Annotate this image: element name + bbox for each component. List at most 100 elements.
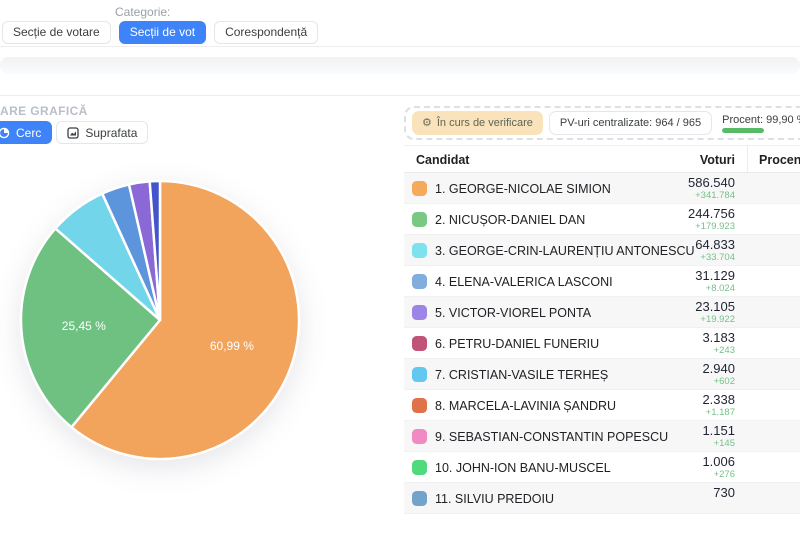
pie-chart: 60,99 % 25,45 % xyxy=(0,160,320,480)
table-row[interactable]: 9. SEBASTIAN-CONSTANTIN POPESCU 1.151 +145 xyxy=(404,421,800,452)
divider xyxy=(0,95,800,96)
column-header-candidat: Candidat xyxy=(416,153,470,167)
table-row[interactable]: 5. VICTOR-VIOREL PONTA 23.105 +19.922 xyxy=(404,297,800,328)
votes-value: 1.151 xyxy=(702,423,735,438)
votes-delta: +1.187 xyxy=(705,406,735,418)
candidate-name: 3. GEORGE-CRIN-LAURENȚIU ANTONESCU xyxy=(435,244,695,258)
candidate-color-swatch xyxy=(412,367,427,382)
table-row[interactable]: 7. CRISTIAN-VASILE TERHEȘ 2.940 +602 xyxy=(404,359,800,390)
pie-slice-1[interactable] xyxy=(19,227,162,429)
table-row[interactable]: 1. GEORGE-NICOLAE SIMION 586.540 +341.784 xyxy=(404,173,800,204)
votes-delta: +243 xyxy=(713,344,735,356)
candidate-name: 8. MARCELA-LAVINIA ȘANDRU xyxy=(435,399,617,413)
chart-type-toggle: Cerc Suprafata xyxy=(0,121,149,144)
results-table: Candidat Voturi Procent 1. GEORGE-NICOLA… xyxy=(404,145,800,514)
table-row[interactable]: 4. ELENA-VALERICA LASCONI 31.129 +8.024 xyxy=(404,266,800,297)
votes-cell: 3.183 +243 xyxy=(635,330,735,357)
votes-value: 2.940 xyxy=(702,361,735,376)
pie-slice-label: 60,99 % xyxy=(210,339,254,353)
votes-value: 2.338 xyxy=(702,392,735,407)
section-title: ARE GRAFICĂ xyxy=(0,104,88,118)
filter-button-0[interactable]: Secție de votare xyxy=(2,21,111,44)
filter-button-2[interactable]: Corespondență xyxy=(214,21,319,44)
toggle-suprafata[interactable]: Suprafata xyxy=(56,121,149,144)
verification-status-label: În curs de verificare xyxy=(436,117,533,129)
votes-delta: +8.024 xyxy=(705,282,735,294)
pie-slice-0[interactable] xyxy=(70,179,301,461)
votes-delta: +33.704 xyxy=(700,251,735,263)
votes-cell: 730 xyxy=(635,485,735,501)
filter-button-1[interactable]: Secții de vot xyxy=(118,21,207,44)
progress-bar xyxy=(722,127,765,133)
candidate-name: 1. GEORGE-NICOLAE SIMION xyxy=(435,182,611,196)
table-row[interactable]: 6. PETRU-DANIEL FUNERIU 3.183 +243 xyxy=(404,328,800,359)
votes-value: 31.129 xyxy=(695,268,735,283)
votes-delta: +145 xyxy=(713,437,735,449)
votes-cell: 64.833 +33.704 xyxy=(635,237,735,264)
votes-value: 3.183 xyxy=(702,330,735,345)
votes-cell: 2.940 +602 xyxy=(635,361,735,388)
table-row[interactable]: 11. SILVIU PREDOIU 730 xyxy=(404,483,800,514)
votes-cell: 1.151 +145 xyxy=(635,423,735,450)
status-box: ⚙ În curs de verificare PV-uri centraliz… xyxy=(404,106,800,140)
votes-value: 586.540 xyxy=(688,175,735,190)
procent-badge: Procent: 99,90 % xyxy=(718,114,800,133)
votes-cell: 1.006 +276 xyxy=(635,454,735,481)
table-row[interactable]: 2. NICUȘOR-DANIEL DAN 244.756 +179.923 xyxy=(404,204,800,235)
candidate-name: 2. NICUȘOR-DANIEL DAN xyxy=(435,213,586,227)
candidate-name: 6. PETRU-DANIEL FUNERIU xyxy=(435,337,600,351)
candidate-name: 9. SEBASTIAN-CONSTANTIN POPESCU xyxy=(435,430,669,444)
votes-cell: 23.105 +19.922 xyxy=(635,299,735,326)
category-buttons: Secție de votare Secții de vot Coresponden… xyxy=(2,21,319,44)
table-body: 1. GEORGE-NICOLAE SIMION 586.540 +341.784 2… xyxy=(404,173,800,514)
verification-status-badge: ⚙ În curs de verificare xyxy=(412,111,543,135)
pie-chart-icon xyxy=(0,127,10,139)
table-header: Candidat Voturi Procent xyxy=(404,145,800,173)
pie-slice-label: 25,45 % xyxy=(62,319,106,333)
votes-value: 244.756 xyxy=(688,206,735,221)
candidate-name: 7. CRISTIAN-VASILE TERHEȘ xyxy=(435,368,609,382)
table-row[interactable]: 10. JOHN-ION BANU-MUSCEL 1.006 +276 xyxy=(404,452,800,483)
pv-centralized-badge: PV-uri centralizate: 964 / 965 xyxy=(548,111,713,135)
votes-cell: 586.540 +341.784 xyxy=(635,175,735,202)
votes-cell: 244.756 +179.923 xyxy=(635,206,735,233)
candidate-name: 5. VICTOR-VIOREL PONTA xyxy=(435,306,592,320)
votes-delta: +602 xyxy=(713,375,735,387)
candidate-color-swatch xyxy=(412,181,427,196)
column-header-voturi: Voturi xyxy=(699,153,735,167)
pie-slice-5[interactable] xyxy=(148,179,162,322)
column-header-procent: Procent xyxy=(759,153,800,167)
area-chart-icon xyxy=(67,126,79,139)
candidate-color-swatch xyxy=(412,274,427,289)
votes-delta: +19.922 xyxy=(700,313,735,325)
votes-cell: 2.338 +1.187 xyxy=(635,392,735,419)
candidate-color-swatch xyxy=(412,336,427,351)
candidate-name: 4. ELENA-VALERICA LASCONI xyxy=(435,275,613,289)
votes-delta: +276 xyxy=(713,468,735,480)
candidate-color-swatch xyxy=(412,243,427,258)
candidate-color-swatch xyxy=(412,305,427,320)
candidate-color-swatch xyxy=(412,398,427,413)
candidate-name: 11. SILVIU PREDOIU xyxy=(435,492,555,506)
candidate-name: 10. JOHN-ION BANU-MUSCEL xyxy=(435,461,611,475)
table-row[interactable]: 8. MARCELA-LAVINIA ȘANDRU 2.338 +1.187 xyxy=(404,390,800,421)
candidate-color-swatch xyxy=(412,460,427,475)
candidate-color-swatch xyxy=(412,212,427,227)
category-label: Categorie: xyxy=(115,5,171,19)
candidate-color-swatch xyxy=(412,429,427,444)
votes-value: 64.833 xyxy=(695,237,735,252)
collapsed-panel-band xyxy=(0,57,800,74)
toggle-label: Suprafata xyxy=(85,125,138,140)
votes-value: 23.105 xyxy=(695,299,735,314)
votes-value: 1.006 xyxy=(702,454,735,469)
divider xyxy=(0,46,800,47)
toggle-cerc[interactable]: Cerc xyxy=(0,121,53,144)
candidate-color-swatch xyxy=(412,491,427,506)
votes-cell: 31.129 +8.024 xyxy=(635,268,735,295)
toggle-label: Cerc xyxy=(16,125,42,140)
votes-delta: +179.923 xyxy=(695,220,735,232)
progress-bar-fill xyxy=(722,127,765,133)
procent-label: Procent: 99,90 % xyxy=(722,113,800,126)
table-row[interactable]: 3. GEORGE-CRIN-LAURENȚIU ANTONESCU 64.833… xyxy=(404,235,800,266)
